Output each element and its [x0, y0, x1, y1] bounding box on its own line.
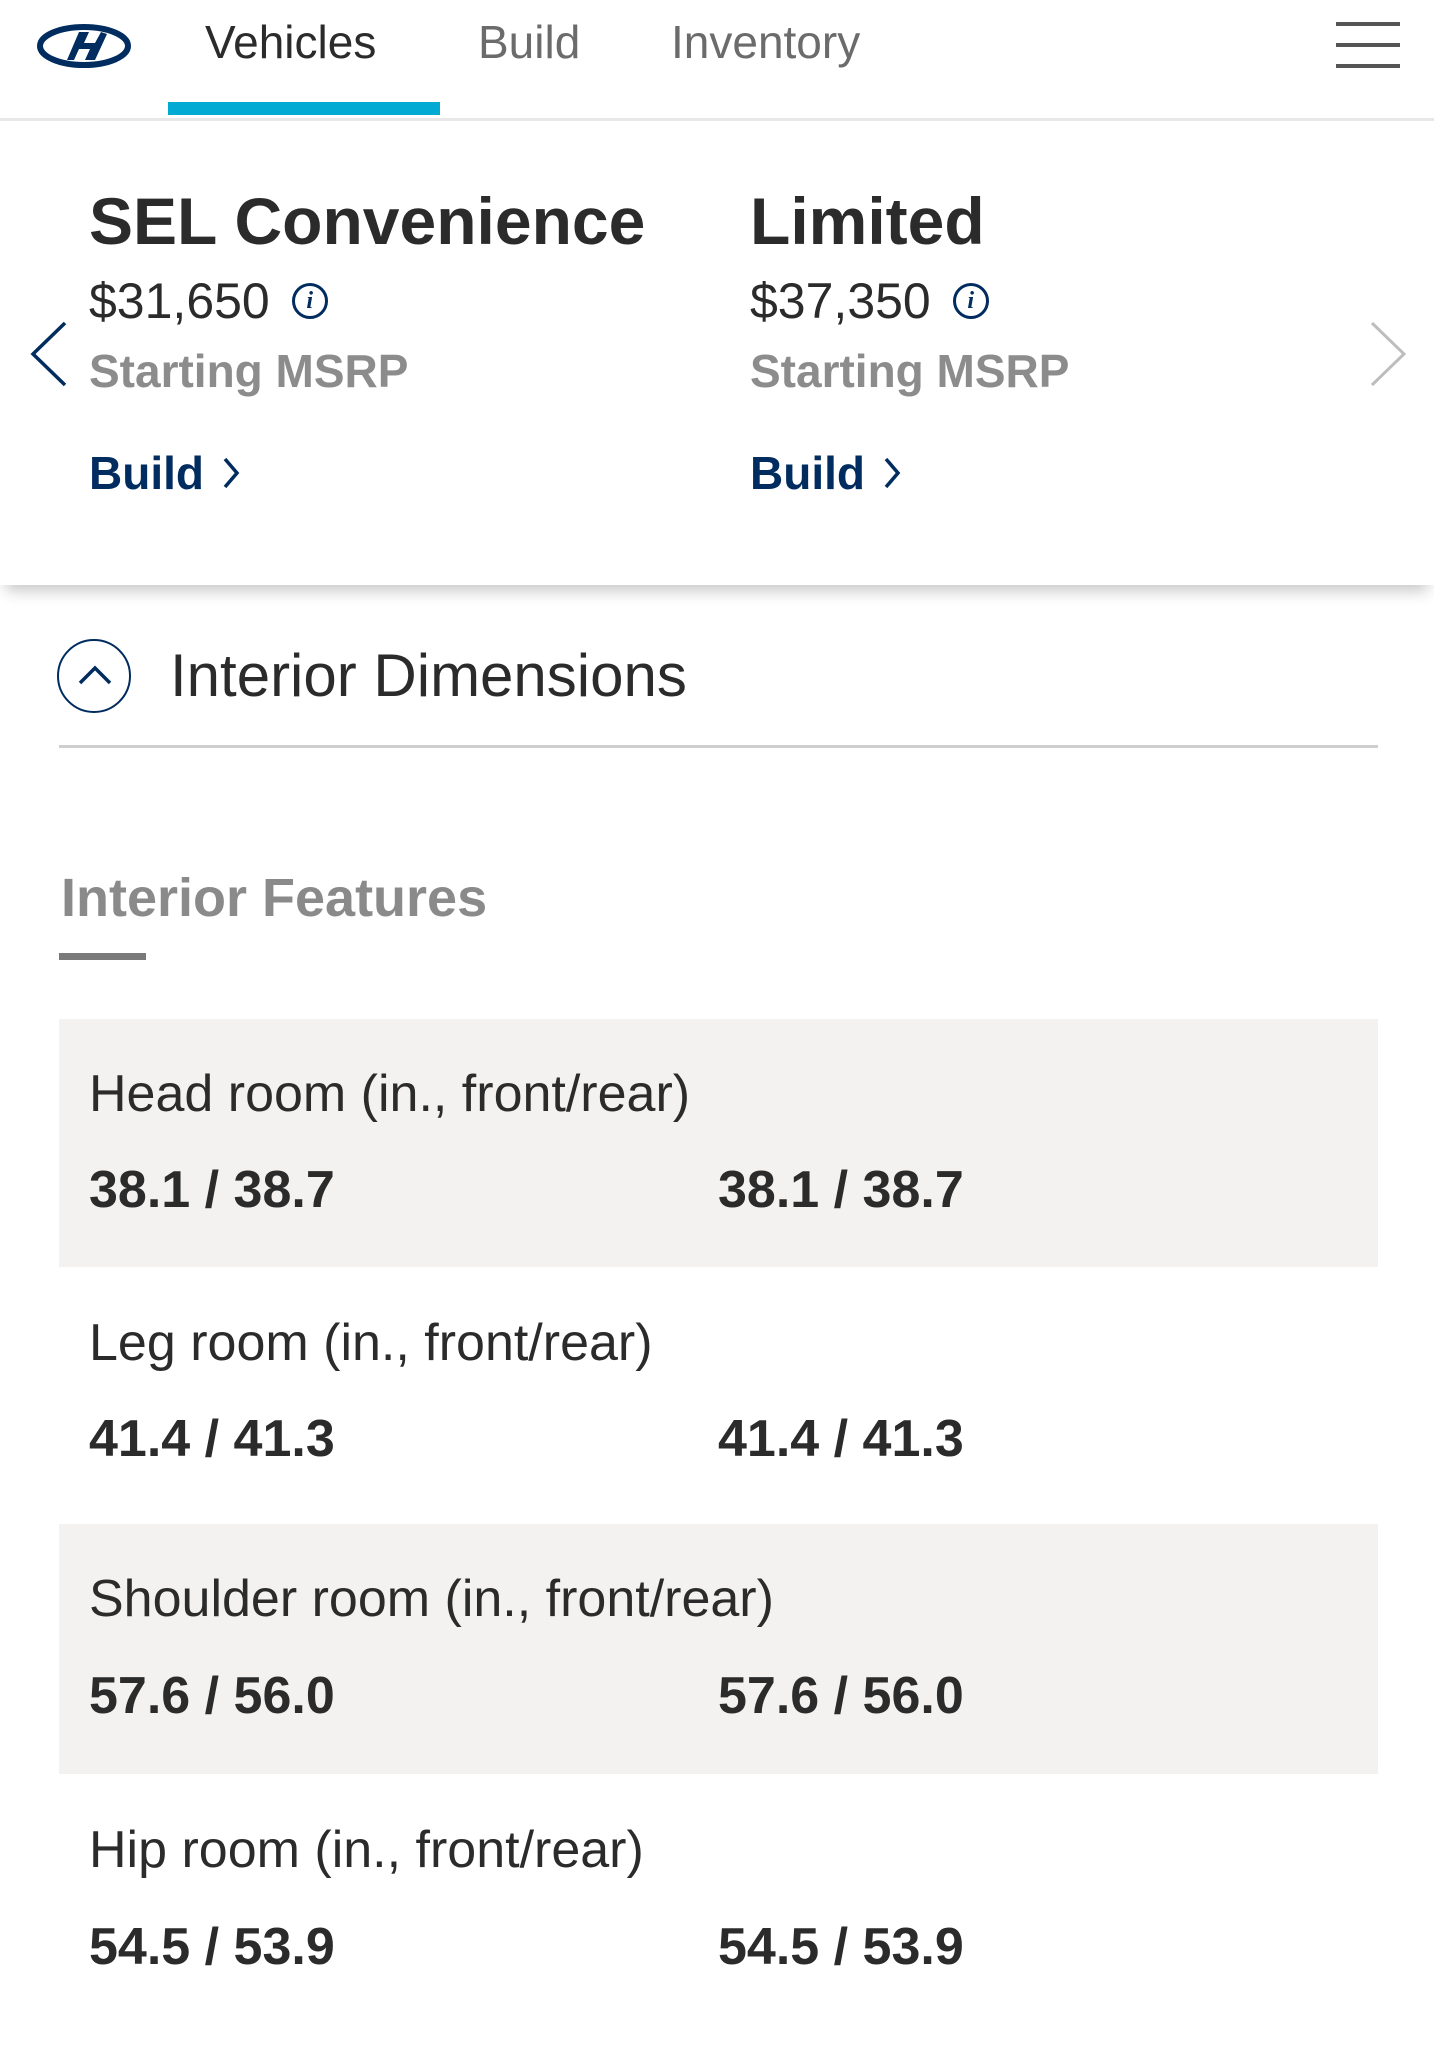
- price-value: $37,350: [750, 273, 931, 329]
- spec-value: 57.6 / 56.0: [718, 1667, 964, 1725]
- top-nav: Vehicles Build Inventory: [0, 0, 1434, 121]
- chevron-right-icon: [223, 457, 240, 489]
- accordion-toggle-button[interactable]: [57, 639, 131, 713]
- chevron-right-icon[interactable]: [1368, 321, 1408, 387]
- spec-value: 54.5 / 53.9: [718, 1918, 964, 1976]
- accordion-divider: [59, 745, 1378, 748]
- tab-build[interactable]: Build: [478, 16, 581, 68]
- price-note: Starting MSRP: [750, 345, 1070, 397]
- info-icon[interactable]: i: [291, 283, 328, 319]
- spec-value: 38.1 / 38.7: [89, 1161, 335, 1219]
- spec-row: Hip room (in., front/rear) 54.5 / 53.9 5…: [59, 1774, 1378, 2028]
- spec-label: Leg room (in., front/rear): [89, 1314, 653, 1372]
- section-title-underline: [59, 953, 146, 960]
- spec-value: 41.4 / 41.3: [89, 1410, 335, 1468]
- chevron-right-icon: [884, 457, 901, 489]
- spec-label: Shoulder room (in., front/rear): [89, 1570, 774, 1628]
- accordion-title[interactable]: Interior Dimensions: [170, 642, 687, 709]
- spec-row: Head room (in., front/rear) 38.1 / 38.7 …: [59, 1019, 1378, 1267]
- spec-value: 38.1 / 38.7: [718, 1161, 964, 1219]
- trim-name: SEL Convenience: [89, 184, 646, 258]
- price-note: Starting MSRP: [89, 345, 409, 397]
- spec-row: Shoulder room (in., front/rear) 57.6 / 5…: [59, 1524, 1378, 1774]
- tab-vehicles[interactable]: Vehicles: [205, 16, 377, 68]
- spec-label: Hip room (in., front/rear): [89, 1821, 644, 1879]
- trim-card-sel-convenience: SEL Convenience $31,650 i Starting MSRP …: [89, 181, 645, 501]
- build-link[interactable]: Build: [750, 445, 1069, 501]
- trim-card-limited: Limited $37,350 i Starting MSRP Build: [750, 181, 1069, 501]
- section-title: Interior Features: [61, 868, 488, 928]
- hamburger-menu-icon[interactable]: [1336, 22, 1400, 68]
- spec-label: Head room (in., front/rear): [89, 1065, 691, 1123]
- spec-value: 54.5 / 53.9: [89, 1918, 335, 1976]
- build-label: Build: [750, 447, 865, 499]
- build-link[interactable]: Build: [89, 445, 645, 501]
- trim-price: $31,650 i: [89, 271, 645, 331]
- tab-inventory[interactable]: Inventory: [671, 16, 861, 68]
- active-tab-indicator: [168, 102, 440, 115]
- chevron-left-icon[interactable]: [29, 321, 69, 387]
- trim-price: $37,350 i: [750, 271, 1069, 331]
- chevron-up-icon: [78, 665, 112, 685]
- price-value: $31,650: [89, 273, 270, 329]
- spec-row: Leg room (in., front/rear) 41.4 / 41.3 4…: [59, 1267, 1378, 1524]
- spec-value: 57.6 / 56.0: [89, 1667, 335, 1725]
- trim-compare-carousel: SEL Convenience $31,650 i Starting MSRP …: [0, 121, 1434, 585]
- info-icon[interactable]: i: [952, 283, 989, 319]
- build-label: Build: [89, 447, 204, 499]
- hyundai-logo[interactable]: [37, 24, 131, 68]
- trim-name: Limited: [750, 184, 985, 258]
- spec-value: 41.4 / 41.3: [718, 1410, 964, 1468]
